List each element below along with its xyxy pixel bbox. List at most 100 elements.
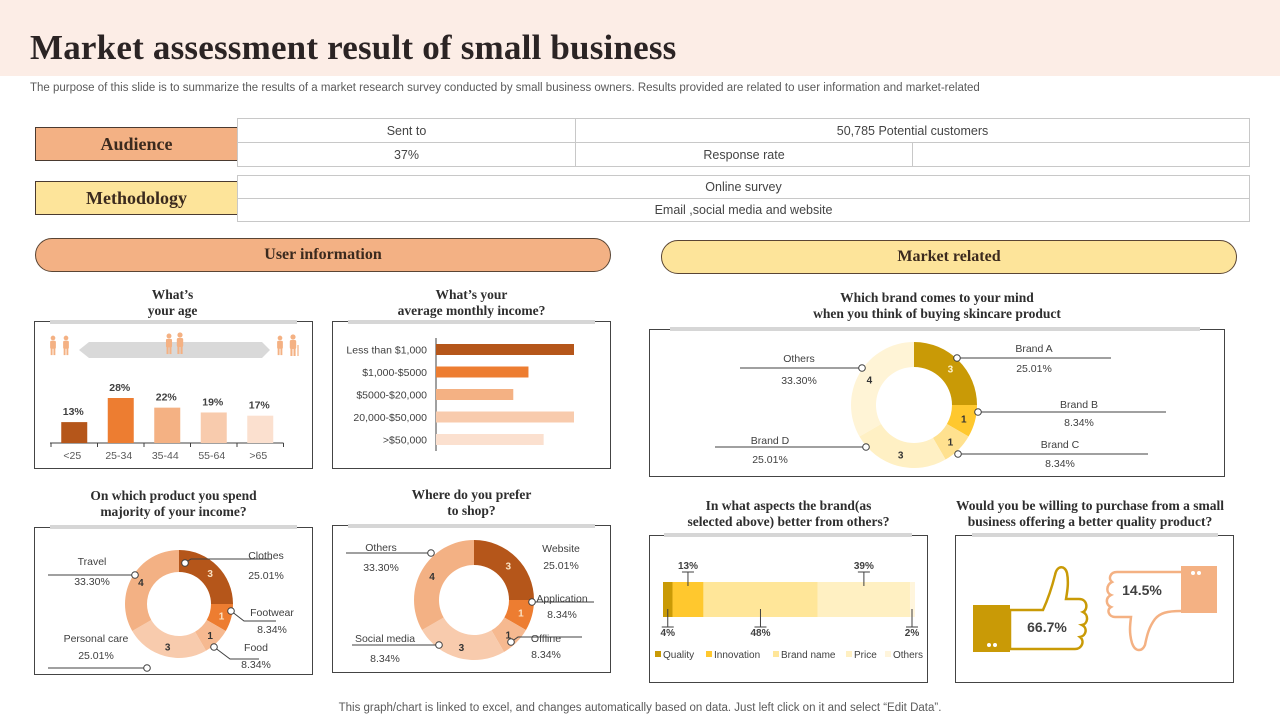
spend-leader-dot (181, 559, 189, 567)
spend-slice-value: 3 (207, 569, 213, 580)
age-bar-label: 17% (249, 400, 271, 412)
brand-leader-dot (953, 354, 961, 362)
elderly-man-icon-leg-l (290, 348, 293, 356)
income-title-line-2: average monthly income? (397, 303, 546, 318)
shop-slice-percent: 33.30% (363, 562, 399, 574)
income-category-label: Less than $1,000 (346, 345, 427, 357)
adult-man-icon-leg-r (180, 346, 183, 354)
shop-slice-3 (422, 617, 504, 660)
brand-chart: 3 1 1 3 4 Brand A 25.01% Brand B 8.34% Brand C 8.3… (715, 342, 1166, 470)
spend-slice-2 (195, 620, 226, 651)
aspects-data-label: 4% (661, 628, 676, 639)
spend-chart-title: On which product you spend majority of yo… (34, 488, 313, 520)
shop-slice-label: Social media (355, 633, 415, 645)
shop-slice-value: 3 (459, 643, 465, 654)
spend-slice-label: Food (244, 642, 268, 654)
willing-chart-title: Would you be willing to purchase from a … (940, 498, 1240, 530)
aspects-chart: 4% 13% 48% 39% 2% Quality Innovation Brand name… (655, 561, 923, 661)
aspects-legend-label: Quality (663, 650, 694, 661)
page-title: Market assessment result of small busine… (30, 28, 677, 67)
aspects-legend-swatch (846, 651, 852, 657)
age-range-arrow (79, 342, 270, 358)
spend-slice-0 (179, 550, 233, 604)
shop-slice-value: 3 (506, 562, 512, 573)
young-person-1-icon (50, 335, 56, 356)
adult-woman-icon-leg-r (169, 346, 172, 355)
footer-note: This graph/chart is linked to excel, and… (338, 702, 942, 714)
spend-slice-value: 1 (207, 631, 213, 642)
aspects-legend-swatch (773, 651, 779, 657)
spend-leader-dot (227, 607, 235, 615)
elderly-woman-icon-leg-r (280, 347, 283, 356)
page-subtitle: The purpose of this slide is to summariz… (30, 82, 980, 94)
spend-slice-percent: 25.01% (78, 650, 114, 662)
adult-man-icon (176, 332, 184, 354)
shop-slice-label: Offline (531, 633, 561, 645)
brand-leader-dot (974, 408, 982, 416)
age-bar-4 (247, 415, 274, 443)
spend-leader-dot (131, 571, 139, 579)
spend-chart: 3 11 3 4 Clothes 25.01% Footwear 8.34% Food 8.34%… (48, 550, 294, 672)
aspects-data-label: 13% (678, 561, 698, 572)
shop-leader-dot (435, 641, 443, 649)
adult-woman-icon-head (166, 333, 172, 339)
aspects-segment-1 (672, 582, 704, 617)
age-bar-3 (200, 412, 227, 443)
age-bar-label: 19% (202, 396, 224, 408)
young-person-2-icon-leg-r (66, 347, 69, 356)
shop-slice-percent: 8.34% (370, 653, 400, 665)
shop-slice-2 (491, 617, 526, 652)
shop-slice-percent: 25.01% (543, 560, 579, 572)
audience-table: Sent to 50,785 Potential customers 37% R… (237, 118, 1250, 167)
brand-slice-percent: 8.34% (1064, 417, 1094, 429)
brand-slice-percent: 8.34% (1045, 458, 1075, 470)
brand-slice-label: Brand D (751, 435, 790, 447)
elderly-man-icon (289, 334, 299, 356)
shop-title-line-2: to shop? (447, 503, 496, 518)
response-rate-label: Response rate (575, 142, 913, 167)
thumbs-down-value: 14.5% (1122, 582, 1162, 598)
section-user-information: User information (35, 238, 611, 272)
brand-slice-label: Brand A (1015, 343, 1052, 355)
young-person-2-icon-body (63, 340, 69, 349)
spend-slice-label: Travel (78, 556, 107, 568)
willing-chart: 66.7% 14.5% (973, 566, 1217, 652)
elderly-man-icon-head (290, 334, 296, 340)
thumbs-up-value: 66.7% (1027, 619, 1067, 635)
shop-chart: 3 11 3 4 Website 25.01% Application 8.34% Offlin… (346, 540, 594, 665)
income-bar-1 (436, 366, 529, 378)
willing-title-line-2: business offering a better quality produ… (967, 514, 1213, 529)
spend-leader-line (213, 646, 259, 660)
brand-title-line-2: when you think of buying skincare produc… (813, 306, 1061, 321)
income-bar-0 (436, 344, 574, 355)
elderly-woman-icon-leg-l (277, 347, 280, 356)
aspects-chart-title: In what aspects the brand(as selected abo… (649, 498, 928, 530)
shop-leader-dot (427, 549, 435, 557)
brand-slice-label: Brand C (1041, 439, 1080, 451)
sent-to-value: 50,785 Potential customers (575, 118, 1250, 143)
spend-slice-value: 3 (165, 643, 171, 654)
adult-man-icon-head (177, 332, 183, 338)
spend-leader-line (230, 610, 276, 622)
brand-panel-topbar (670, 327, 1200, 331)
age-category-label: 55-64 (198, 450, 225, 462)
spend-slice-value: 4 (138, 578, 144, 589)
shop-slice-percent: 8.34% (547, 609, 577, 621)
age-chart: 13% <25 28% 25-34 22% 35-44 19% 55-64 17% >65 (50, 332, 299, 462)
age-category-label: 35-44 (152, 450, 179, 462)
spend-slice-4 (125, 550, 179, 631)
brand-slice-0 (914, 342, 977, 405)
young-person-1-icon-leg-l (50, 347, 53, 356)
spend-leader-dot (143, 664, 151, 672)
income-title-line-1: What’s your (435, 287, 508, 302)
young-person-1-icon-body (50, 340, 56, 349)
brand-slice-percent: 25.01% (752, 454, 788, 466)
income-chart: Less than $1,000 $1,000-$5000 $5000-$20,00… (346, 338, 574, 451)
brand-slice-4 (851, 342, 914, 437)
shop-slice-percent: 8.34% (531, 649, 561, 661)
brand-slice-value: 1 (961, 414, 967, 425)
income-category-label: 20,000-$50,000 (353, 412, 427, 424)
income-category-label: >$50,000 (383, 435, 427, 447)
spend-panel-topbar (50, 525, 297, 529)
aspects-title-line-2: selected above) better from others? (687, 514, 890, 529)
